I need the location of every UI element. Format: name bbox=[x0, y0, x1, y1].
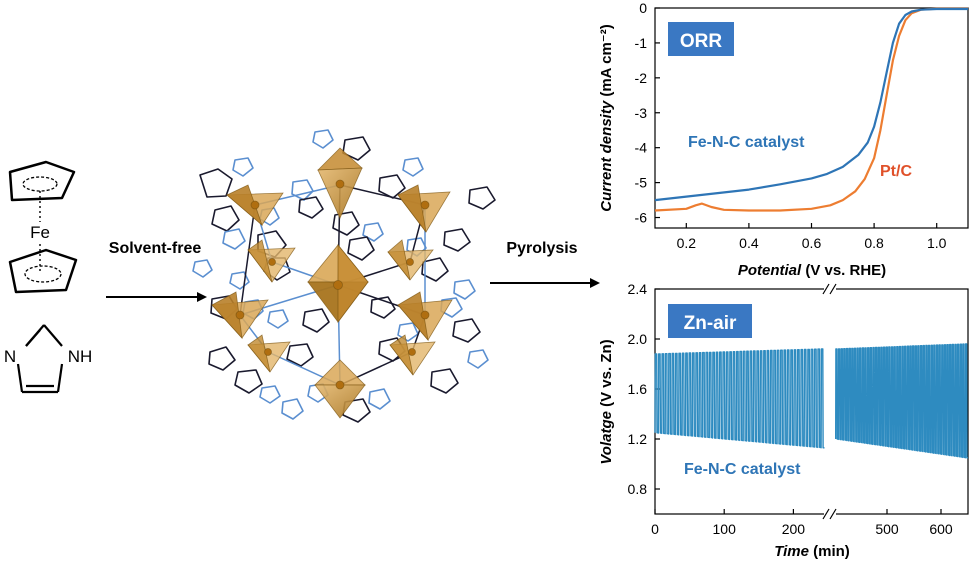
tetrahedron bbox=[211, 291, 269, 340]
orr-x-axis: 0.2 0.4 0.6 0.8 1.0 bbox=[677, 223, 947, 251]
solvent-free-label: Solvent-free bbox=[109, 240, 202, 257]
orr-x-tick-label: 0.6 bbox=[802, 235, 822, 251]
top-cyclopentadienyl-ring bbox=[8, 160, 76, 202]
zn-y-tick-label: 1.6 bbox=[628, 381, 648, 397]
tetrahedron bbox=[314, 359, 366, 419]
tetrahedron bbox=[247, 239, 296, 283]
tetrahedron bbox=[397, 184, 451, 233]
bottom-cyclopentadienyl-ring bbox=[8, 248, 78, 294]
orr-x-label-rest: (V vs. RHE) bbox=[801, 262, 886, 279]
zn-cycling-trace-early bbox=[654, 348, 825, 449]
zn-y-axis: 0.8 1.2 1.6 2.0 2.4 bbox=[628, 281, 660, 497]
zn-x-tick-label: 0 bbox=[651, 521, 659, 537]
orr-y-tick-label: 0 bbox=[639, 0, 647, 16]
pyrolysis-label: Pyrolysis bbox=[506, 240, 577, 257]
orr-y-tick-label: -4 bbox=[635, 140, 648, 156]
orr-x-label: Potential (V vs. RHE) bbox=[738, 262, 886, 279]
orr-badge-box bbox=[668, 22, 734, 56]
orr-y-label-rest: (mA cm⁻²) bbox=[598, 24, 615, 101]
tetrahedron bbox=[389, 334, 436, 376]
orr-x-label-italic: Potential bbox=[738, 262, 802, 279]
tetrahedron bbox=[307, 243, 369, 324]
orr-y-tick-label: -6 bbox=[635, 210, 648, 226]
imidazole-n-label: N bbox=[4, 347, 16, 366]
zn-x-tick-label: 600 bbox=[929, 521, 953, 537]
orr-y-axis: 0 -1 -2 -3 -4 -5 -6 bbox=[635, 0, 660, 226]
zn-air-chart: 0.8 1.2 1.6 2.0 2.4 0 100 200 500 600 Zn-air Fe-… bbox=[598, 281, 969, 560]
bottom-ring-aromatic-circle bbox=[24, 265, 62, 283]
zn-badge: Zn-air bbox=[668, 304, 752, 338]
zn-x-axis: 0 100 200 500 600 bbox=[651, 509, 953, 537]
orr-x-tick-label: 0.2 bbox=[677, 235, 697, 251]
orr-y-label: Current density (mA cm⁻²) bbox=[598, 24, 615, 211]
axis-break-slash bbox=[829, 283, 837, 295]
axis-break-slash bbox=[829, 508, 837, 520]
axis-break-gap-bottom bbox=[824, 509, 836, 519]
fe-zn-tetrahedra bbox=[211, 147, 453, 419]
tetrahedron bbox=[397, 291, 453, 342]
ferrocene-structure: Fe bbox=[8, 160, 78, 294]
zn-x-label: Time (min) bbox=[774, 543, 850, 560]
orr-badge: ORR bbox=[668, 22, 734, 56]
zn-y-tick-label: 1.2 bbox=[628, 431, 648, 447]
solvent-free-step: Solvent-free bbox=[106, 240, 207, 302]
axis-break-marks bbox=[822, 283, 837, 520]
zn-x-tick-label: 200 bbox=[782, 521, 806, 537]
zn-badge-box bbox=[668, 304, 752, 338]
pyrolysis-step: Pyrolysis bbox=[490, 240, 600, 288]
tetrahedron bbox=[387, 239, 434, 281]
zn-y-label-italic: Volatge bbox=[598, 411, 615, 465]
orr-x-tick-label: 1.0 bbox=[927, 235, 947, 251]
zn-badge-text: Zn-air bbox=[684, 313, 737, 334]
orr-y-tick-label: -5 bbox=[635, 175, 648, 191]
orr-y-tick-label: -2 bbox=[635, 70, 648, 86]
orr-badge-text: ORR bbox=[680, 31, 723, 52]
zn-x-tick-label: 500 bbox=[875, 521, 899, 537]
axis-break-slash bbox=[822, 508, 830, 520]
mof-crystal-structure bbox=[192, 129, 496, 423]
zn-x-tick-label: 100 bbox=[713, 521, 737, 537]
zn-y-label: Volatge (V vs. Zn) bbox=[598, 339, 615, 464]
orr-chart: 0 -1 -2 -3 -4 -5 -6 0.2 0.4 0.6 0.8 1.0 ORR Fe-N-C… bbox=[598, 0, 969, 279]
orr-legend-ptc: Pt/C bbox=[880, 163, 912, 180]
imidazole-double-bond bbox=[25, 329, 41, 347]
orr-x-tick-label: 0.8 bbox=[864, 235, 884, 251]
zn-cycling-trace-late bbox=[835, 343, 968, 459]
zn-series bbox=[654, 343, 968, 459]
imidazole-nh-label: NH bbox=[68, 347, 93, 366]
tetrahedron bbox=[247, 334, 291, 373]
orr-ptc-curve bbox=[654, 7, 968, 212]
orr-x-tick-label: 0.4 bbox=[739, 235, 759, 251]
orr-y-label-italic: Current density bbox=[598, 100, 615, 212]
imidazole-bond bbox=[43, 324, 63, 347]
imidazole-structure: N NH bbox=[4, 324, 93, 394]
tetrahedron bbox=[316, 147, 363, 219]
zn-y-label-rest: (V vs. Zn) bbox=[598, 339, 615, 411]
tetrahedron bbox=[225, 184, 284, 227]
orr-legend-fenc: Fe-N-C catalyst bbox=[688, 134, 805, 151]
orr-fenc-curve bbox=[654, 7, 968, 202]
zn-y-tick-label: 0.8 bbox=[628, 481, 648, 497]
zn-y-tick-label: 2.0 bbox=[628, 331, 648, 347]
orr-y-tick-label: -1 bbox=[635, 35, 648, 51]
zn-legend-fenc: Fe-N-C catalyst bbox=[684, 461, 801, 478]
orr-series bbox=[654, 7, 968, 212]
imidazole-bond bbox=[16, 363, 24, 393]
zn-y-tick-label: 2.4 bbox=[628, 281, 648, 297]
zn-x-label-italic: Time bbox=[774, 543, 809, 560]
top-ring-aromatic-circle bbox=[22, 176, 58, 192]
fe-atom-label: Fe bbox=[30, 223, 50, 242]
imidazole-bond bbox=[56, 363, 64, 393]
orr-y-tick-label: -3 bbox=[635, 105, 648, 121]
axis-break-gap-top bbox=[824, 284, 836, 294]
zn-x-label-rest: (min) bbox=[809, 543, 850, 560]
axis-break-slash bbox=[822, 283, 830, 295]
